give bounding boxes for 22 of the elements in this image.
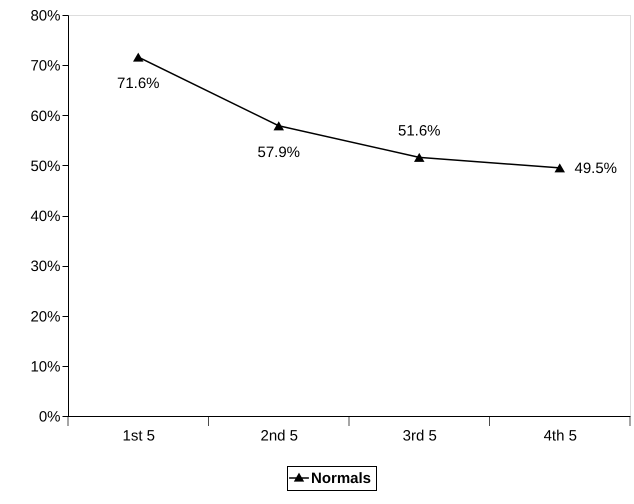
y-tick-label: 0% <box>38 408 60 426</box>
y-tick-label: 50% <box>30 158 60 175</box>
data-label: 49.5% <box>574 160 618 177</box>
point <box>133 52 144 62</box>
y-tick-label: 70% <box>30 58 60 75</box>
point <box>414 152 424 162</box>
legend-label: Normals <box>311 470 372 487</box>
x-tick-label: 3rd 5 <box>402 428 437 444</box>
point <box>554 163 565 172</box>
y-tick-label: 10% <box>30 358 60 376</box>
data-label: 51.6% <box>398 122 441 140</box>
y-tick-label: 60% <box>30 108 60 125</box>
point <box>274 121 284 130</box>
y-tick-label: 20% <box>30 308 60 326</box>
y-tick-label: 30% <box>30 258 60 276</box>
x-tick-label: 4th 5 <box>544 428 577 444</box>
y-tick-label: 80% <box>30 8 60 24</box>
x-tick-label: 2nd 5 <box>260 428 298 444</box>
data-label: 57.9% <box>257 144 300 161</box>
x-tick-label: 1st 5 <box>122 428 156 444</box>
data-label: 71.6% <box>116 75 160 92</box>
y-tick-label: 40% <box>30 208 60 225</box>
